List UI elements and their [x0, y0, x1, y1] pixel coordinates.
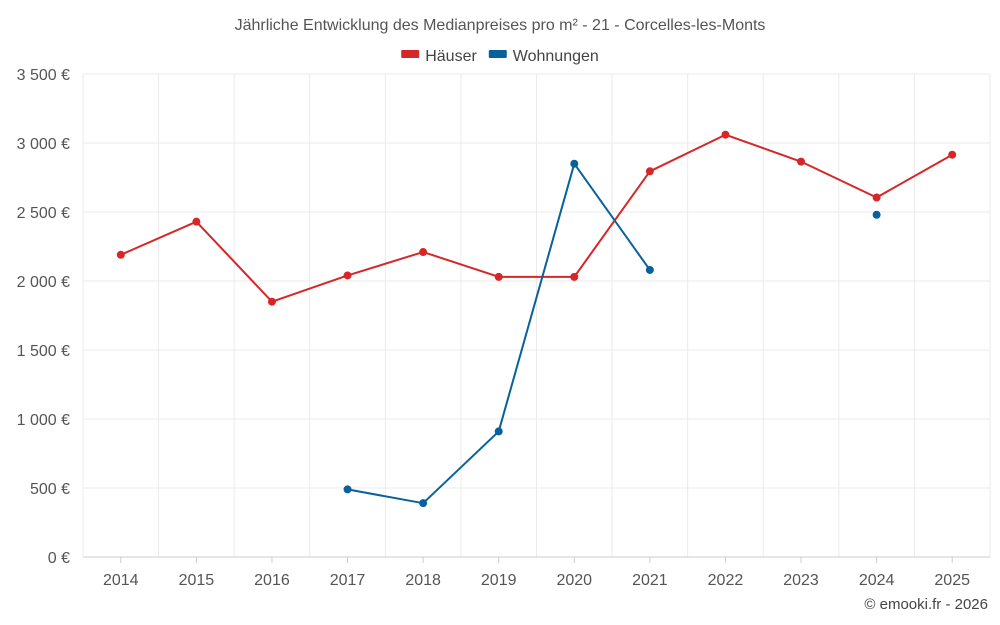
- x-tick-label: 2024: [859, 572, 895, 589]
- chart-title: Jährliche Entwicklung des Medianpreises …: [235, 17, 766, 34]
- legend-item[interactable]: Wohnungen: [488, 48, 599, 65]
- data-point[interactable]: [948, 150, 957, 159]
- y-tick-label: 1 000 €: [17, 412, 70, 429]
- y-tick-label: 1 500 €: [17, 343, 70, 360]
- series-0: [116, 130, 957, 306]
- x-tick-label: 2018: [405, 572, 441, 589]
- x-tick-label: 2017: [330, 572, 366, 589]
- y-tick-label: 3 500 €: [17, 67, 70, 84]
- x-tick-label: 2015: [179, 572, 215, 589]
- x-tick-label: 2025: [934, 572, 970, 589]
- data-point[interactable]: [570, 272, 579, 281]
- y-axis-ticks: 0 € 500 € 1 000 € 1 500 € 2 000 € 2 500 € 3 00…: [17, 67, 70, 567]
- legend-label: Häuser: [425, 48, 477, 65]
- x-axis-ticks: 2014 2015 2016 2017 2018 2019 2020 2021 2022 2023…: [103, 557, 970, 589]
- x-tick-label: 2014: [103, 572, 139, 589]
- series-1: [343, 159, 881, 508]
- y-tick-label: 2 000 €: [17, 274, 70, 291]
- data-point[interactable]: [116, 250, 125, 259]
- x-tick-label: 2020: [556, 572, 592, 589]
- data-point[interactable]: [419, 499, 428, 508]
- y-tick-label: 3 000 €: [17, 136, 70, 153]
- x-tick-label: 2019: [481, 572, 517, 589]
- x-tick-label: 2023: [783, 572, 819, 589]
- y-tick-label: 500 €: [30, 481, 70, 498]
- data-point[interactable]: [267, 297, 276, 306]
- data-point[interactable]: [494, 427, 503, 436]
- x-tick-label: 2021: [632, 572, 668, 589]
- series-line: [120, 133, 953, 303]
- data-point[interactable]: [645, 265, 654, 274]
- series-layer: [116, 130, 957, 508]
- x-tick-label: 2022: [708, 572, 744, 589]
- legend-label: Wohnungen: [513, 48, 599, 65]
- data-point[interactable]: [872, 210, 881, 219]
- data-point[interactable]: [192, 217, 201, 226]
- x-gridlines: [82, 74, 991, 557]
- series-line: [347, 162, 651, 505]
- data-point[interactable]: [797, 157, 806, 166]
- x-tick-label: 2016: [254, 572, 290, 589]
- data-point[interactable]: [721, 130, 730, 139]
- data-point[interactable]: [343, 271, 352, 280]
- credit-text: © emooki.fr - 2026: [864, 596, 988, 613]
- data-point[interactable]: [419, 248, 428, 257]
- y-tick-label: 2 500 €: [17, 205, 70, 222]
- data-point[interactable]: [494, 272, 503, 281]
- legend-swatch: [488, 50, 507, 58]
- legend: Häuser Wohnungen: [401, 48, 599, 65]
- legend-swatch: [401, 50, 420, 58]
- y-tick-label: 0 €: [48, 550, 70, 567]
- data-point[interactable]: [645, 167, 654, 176]
- data-point[interactable]: [570, 159, 579, 168]
- data-point[interactable]: [343, 485, 352, 494]
- legend-item[interactable]: Häuser: [401, 48, 477, 65]
- data-point[interactable]: [872, 193, 881, 202]
